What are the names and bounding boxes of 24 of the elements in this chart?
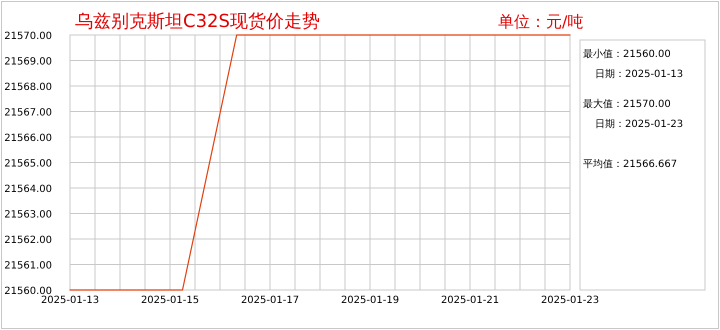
y-tick-label: 21566.00 xyxy=(4,133,52,144)
y-tick-label: 21564.00 xyxy=(4,184,52,195)
y-tick-label: 21560.00 xyxy=(4,286,52,297)
y-tick-label: 21570.00 xyxy=(4,31,52,42)
y-tick-label: 21565.00 xyxy=(4,158,52,170)
x-tick-label: 2025-01-15 xyxy=(140,295,200,306)
text: 平均值：21566.667 xyxy=(583,158,678,170)
chart-subtitle: 单位：元/吨 xyxy=(498,12,584,31)
y-tick-label: 21568.00 xyxy=(4,82,52,93)
x-tick-label: 2025-01-13 xyxy=(40,295,100,306)
text: 日期：2025-01-23 xyxy=(595,118,684,130)
text: 最大值：21570.00 xyxy=(583,98,671,110)
chart-title: 乌兹别克斯坦C32S现货价走势 xyxy=(75,11,320,32)
y-tick-label: 21567.00 xyxy=(4,108,52,118)
y-tick-label: 21562.00 xyxy=(4,235,52,246)
y-tick-label: 21561.00 xyxy=(4,260,52,272)
text: 日期：2025-01-13 xyxy=(595,68,684,80)
x-tick-label: 2025-01-19 xyxy=(340,295,400,306)
x-tick-label: 2025-01-17 xyxy=(240,295,300,306)
x-tick-label: 2025-01-21 xyxy=(440,295,500,306)
text: 最小值：21560.00 xyxy=(583,48,671,60)
y-tick-label: 21569.00 xyxy=(4,56,52,68)
y-tick-label: 21563.00 xyxy=(4,210,52,220)
x-tick-label: 2025-01-23 xyxy=(540,295,600,306)
